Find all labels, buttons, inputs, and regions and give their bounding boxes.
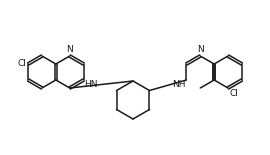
Text: Cl: Cl	[17, 60, 26, 69]
Text: HN: HN	[84, 80, 97, 89]
Text: Cl: Cl	[230, 89, 239, 98]
Text: N: N	[66, 46, 73, 55]
Text: N: N	[197, 46, 204, 55]
Text: NH: NH	[172, 80, 185, 89]
